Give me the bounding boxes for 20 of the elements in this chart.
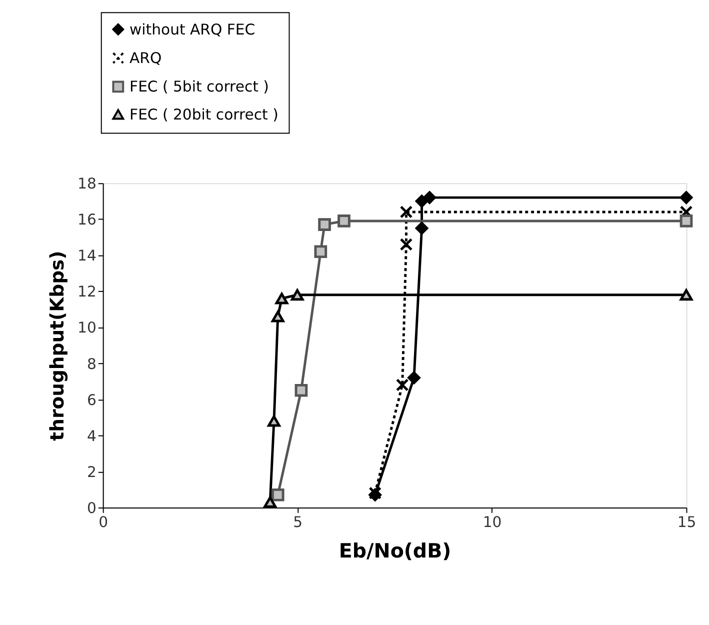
legend-label: FEC ( 20bit correct ) xyxy=(130,106,278,124)
x-tick-label: 10 xyxy=(482,514,502,531)
y-tick-label: 2 xyxy=(86,464,96,481)
y-tick-label: 16 xyxy=(78,212,96,229)
x-axis-title: Eb/No(dB) xyxy=(338,539,452,562)
y-tick-label: 14 xyxy=(78,248,96,265)
x-tick-label: 15 xyxy=(677,514,696,531)
y-axis-title: throughput(Kbps) xyxy=(48,250,69,441)
y-tick-label: 10 xyxy=(78,320,96,337)
y-tick-label: 4 xyxy=(86,428,96,445)
legend-label: FEC ( 5bit correct ) xyxy=(130,78,269,96)
x-tick-label: 5 xyxy=(293,514,303,531)
y-tick-label: 8 xyxy=(86,356,96,373)
legend-label: ARQ xyxy=(130,50,162,67)
y-tick-label: 12 xyxy=(78,284,96,301)
y-tick-label: 6 xyxy=(86,392,96,409)
y-tick-label: 0 xyxy=(86,500,96,517)
y-tick-label: 18 xyxy=(78,176,96,193)
legend-label: without ARQ FEC xyxy=(130,21,256,38)
x-tick-label: 0 xyxy=(98,514,108,531)
